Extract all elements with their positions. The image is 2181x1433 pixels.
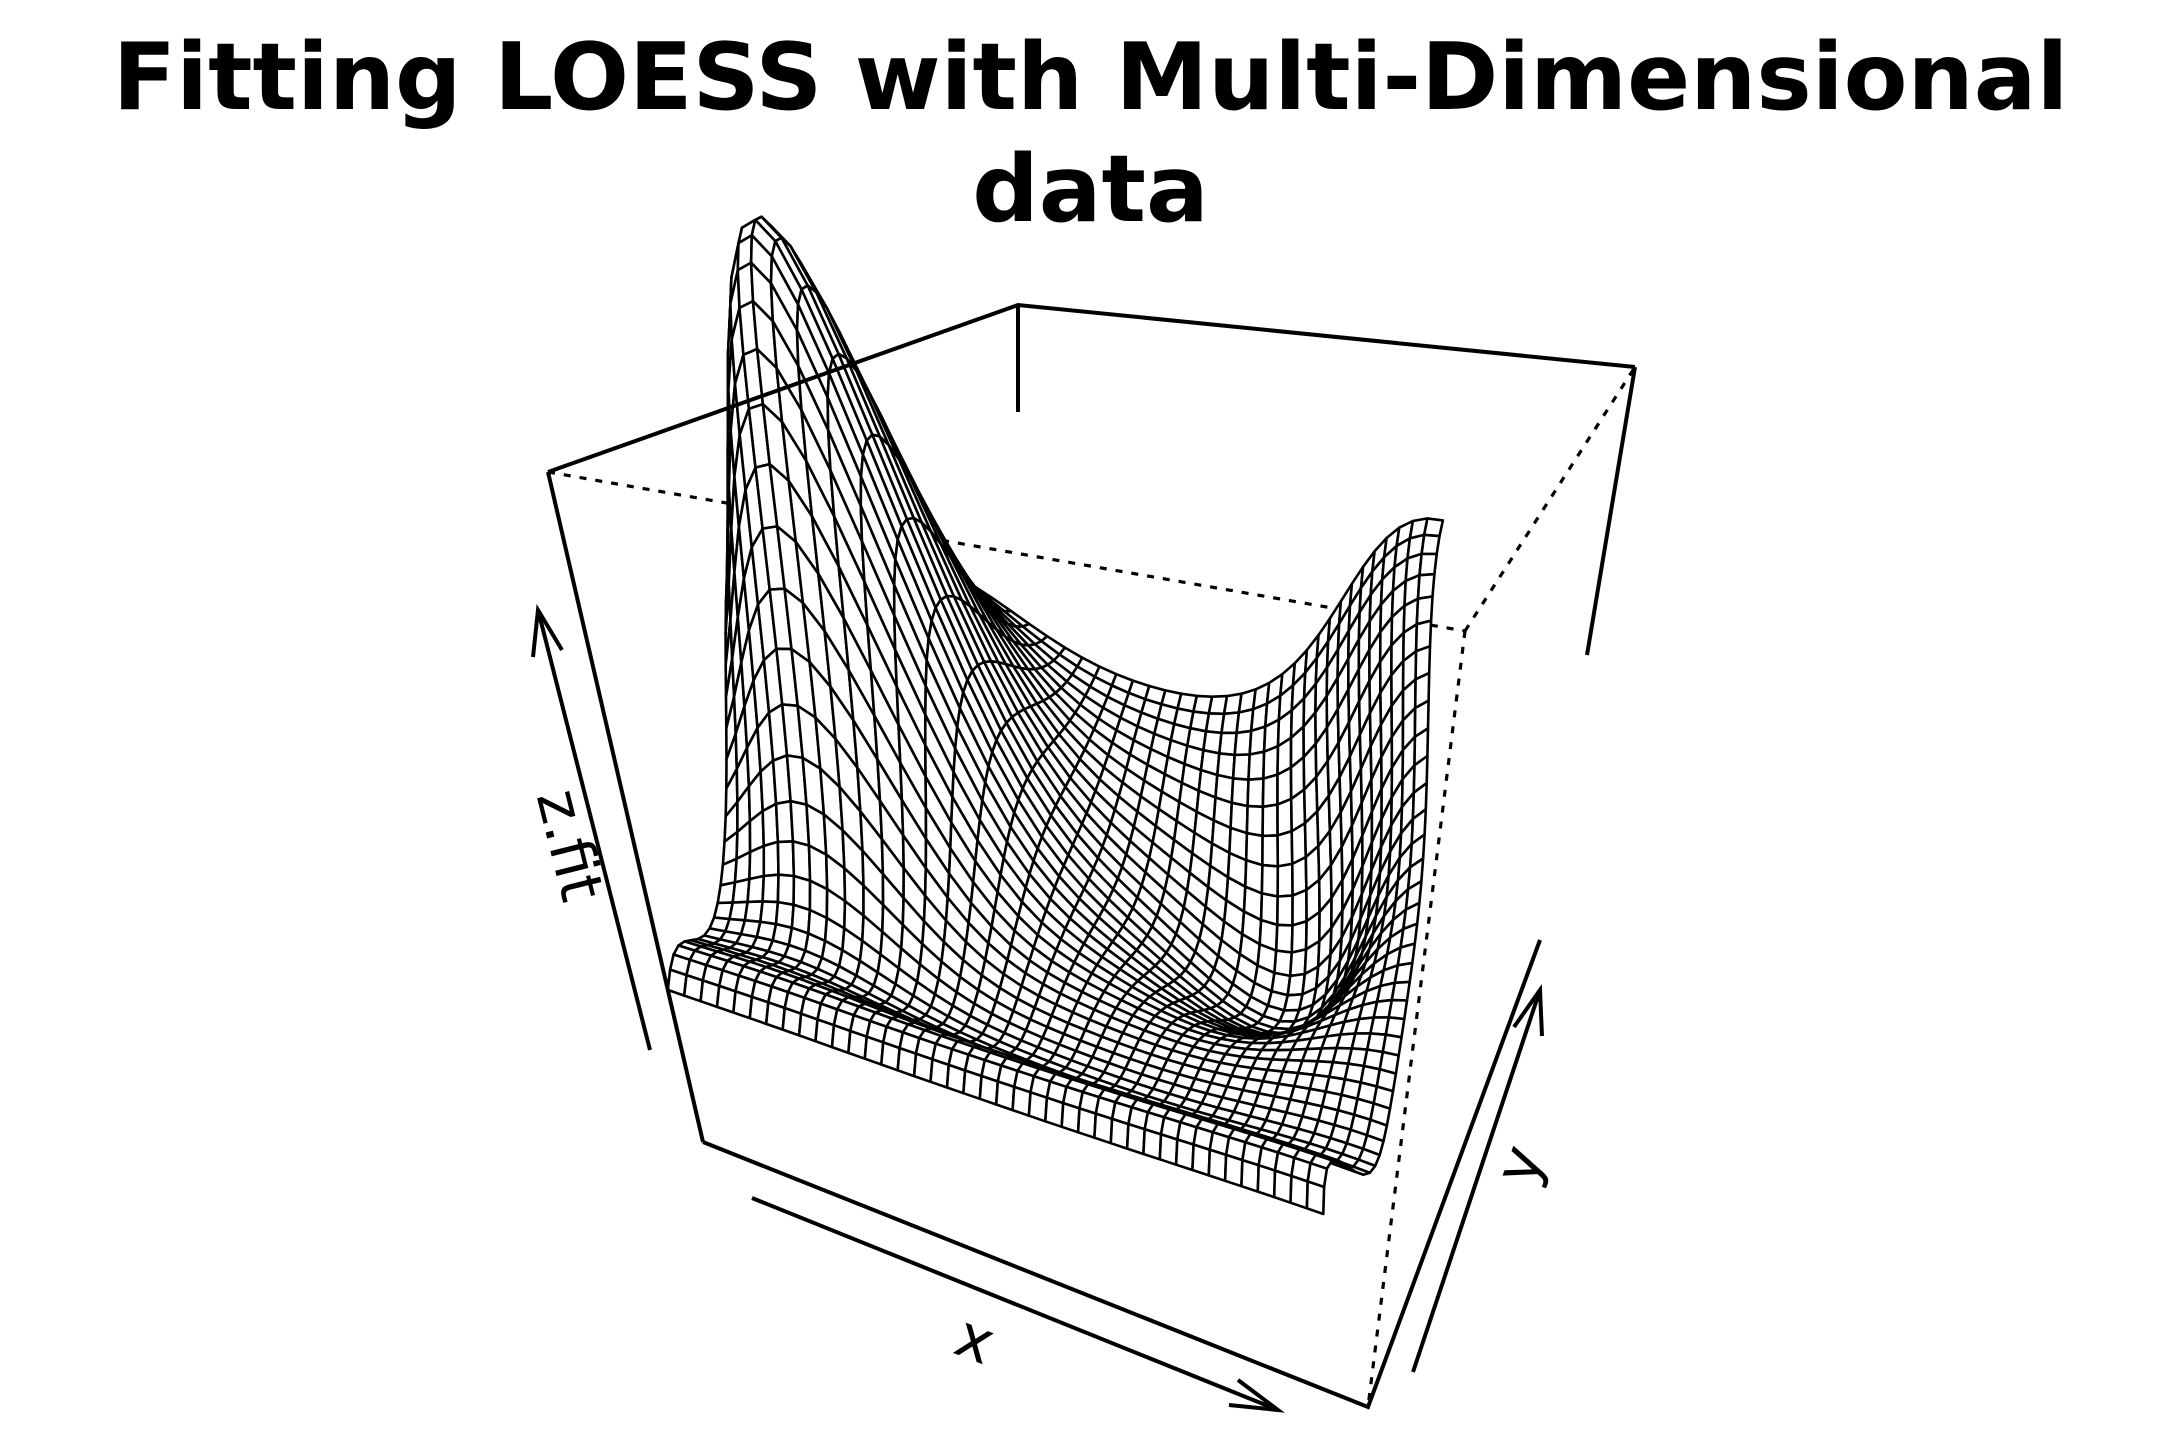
surface-facet xyxy=(776,873,796,907)
surface-facet xyxy=(1174,1138,1195,1172)
box-visible-edges xyxy=(546,302,1637,1410)
surface-facet xyxy=(1305,1180,1326,1216)
axis-arrows xyxy=(531,603,1544,1413)
surface-facet xyxy=(1158,1133,1179,1166)
surface-facet xyxy=(1240,1158,1260,1193)
surface-facet xyxy=(1142,1127,1163,1161)
surface-facet xyxy=(1044,1096,1065,1129)
y-axis-arrowhead xyxy=(1512,984,1544,1037)
box-edge-hidden-vertical xyxy=(1366,630,1467,1408)
y-axis-label: y xyxy=(1481,1136,1559,1193)
x-axis-arrowhead xyxy=(1228,1378,1285,1413)
surface-facet xyxy=(1272,1169,1293,1204)
x-axis-arrow xyxy=(751,1196,1279,1412)
surface-facet xyxy=(1416,572,1436,601)
surface-facet xyxy=(791,840,812,883)
surface-facet xyxy=(1231,753,1251,782)
surface-facet xyxy=(776,840,796,878)
surface-facet xyxy=(1261,834,1280,868)
surface-facet xyxy=(929,1058,951,1089)
surface-facet xyxy=(1093,1112,1114,1145)
z-axis-arrowhead xyxy=(531,603,564,658)
surface-facet xyxy=(1245,804,1265,838)
surface-facet xyxy=(978,1074,1000,1106)
surface-facet xyxy=(1247,750,1266,782)
box-edge-hidden-top-right xyxy=(1463,366,1637,632)
surface-facet xyxy=(1387,998,1409,1021)
surface-facet xyxy=(1420,533,1441,556)
x-axis-label: x xyxy=(946,1301,1004,1379)
surface-facet xyxy=(1223,1153,1244,1188)
surface-facet xyxy=(1230,777,1250,808)
surface-facet xyxy=(1276,894,1294,927)
surface-facet xyxy=(1422,517,1445,538)
z-axis-arrow xyxy=(536,609,652,1051)
surface-facet xyxy=(1418,552,1438,577)
surface-facet xyxy=(962,1069,983,1101)
surface-facet xyxy=(1260,863,1280,898)
surface-facet xyxy=(1390,980,1411,1002)
surface-facet xyxy=(1393,961,1414,985)
box-edge-bottom-front xyxy=(702,939,1542,1410)
surface-facet xyxy=(762,840,780,878)
surface-mesh xyxy=(666,215,1445,1216)
surface-facet xyxy=(1125,1122,1146,1156)
box-edge-top xyxy=(547,302,1636,474)
surface-facet xyxy=(1290,919,1308,954)
z-axis-label: z.fit xyxy=(522,782,617,908)
surface-facet xyxy=(761,873,780,904)
surface-facet xyxy=(1011,1085,1032,1117)
surface-facet xyxy=(1291,888,1308,927)
surface-facet xyxy=(1027,1091,1049,1123)
surface-facet xyxy=(1246,777,1265,809)
surface-facet xyxy=(1060,1101,1081,1134)
box-edge-left-vertical xyxy=(546,471,705,1143)
surface-facet xyxy=(1191,1143,1212,1177)
surface-facet xyxy=(1207,1148,1228,1183)
surface-facet xyxy=(746,874,766,904)
box-edge-hidden-top-left xyxy=(547,470,1466,633)
surface-facet xyxy=(1261,773,1279,809)
surface-facet xyxy=(1276,829,1294,868)
surface-facet xyxy=(1109,1117,1130,1150)
surface-facet xyxy=(994,1080,1016,1112)
box-hidden-edges xyxy=(547,366,1637,1408)
surface-facet xyxy=(748,844,766,881)
surface-facet xyxy=(1274,923,1294,954)
surface-facet xyxy=(1276,797,1293,837)
surface-facet xyxy=(1289,1174,1309,1210)
surface-facet xyxy=(945,1063,967,1095)
surface-facet xyxy=(1256,1164,1277,1199)
box-edge-right-vertical xyxy=(1585,366,1637,656)
surface-facet xyxy=(1276,862,1294,898)
surface-facet xyxy=(1076,1107,1098,1139)
surface-facet xyxy=(1261,803,1279,838)
y-axis-arrow xyxy=(1411,989,1542,1373)
chart-title: Fitting LOESS with Multi-Dimensional dat… xyxy=(112,23,2069,243)
